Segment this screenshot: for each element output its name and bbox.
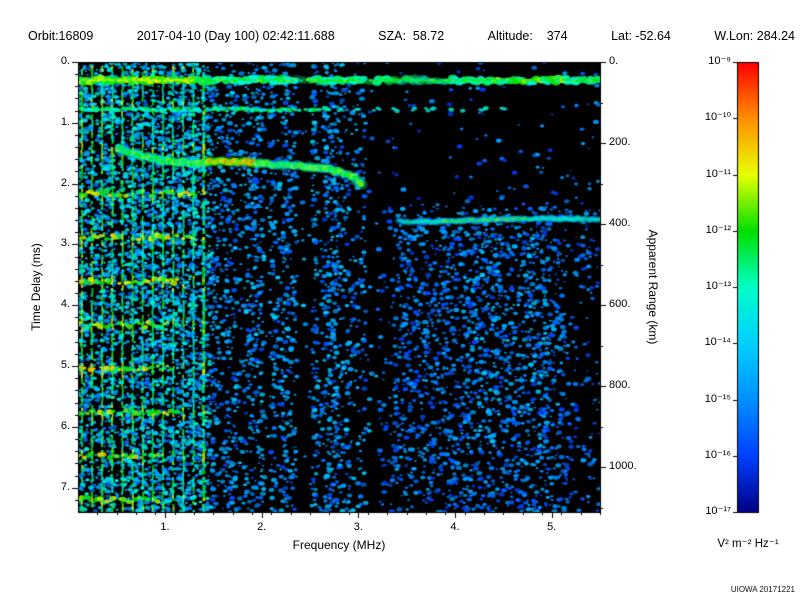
right-tick-label: 600. (609, 298, 631, 311)
right-tick-label: 800. (609, 379, 631, 392)
header-field: W.Lon: 284.24 (714, 29, 795, 43)
y-tick-label: 0. (60, 55, 70, 67)
colorbar-tick-label: 10⁻¹² (705, 223, 731, 236)
y-axis-title-left: Time Delay (ms) (29, 243, 43, 331)
colorbar-tick-label: 10⁻¹⁴ (704, 336, 731, 349)
right-tick-label: 400. (609, 217, 631, 230)
x-tick-label: 1. (160, 521, 170, 533)
header-field: Orbit:16809 (28, 29, 94, 43)
colorbar-tick-label: 10⁻¹⁶ (704, 448, 731, 461)
x-tick-label: 3. (353, 521, 363, 533)
colorbar-tick-label: 10⁻⁹ (708, 55, 731, 67)
colorbar-tick-label: 10⁻¹⁷ (705, 505, 731, 517)
header-field: Altitude: 374 (487, 29, 568, 43)
x-axis-title: Frequency (MHz) (292, 538, 386, 552)
y-tick-label: 6. (60, 419, 70, 432)
colorbar-tick-label: 10⁻¹¹ (705, 167, 731, 180)
header-status-line: Orbit:16809 2017-04-10 (Day 100) 02:42:11… (28, 29, 795, 43)
colorbar-tick-label: 10⁻¹⁵ (704, 392, 731, 405)
header-field: 2017-04-10 (Day 100) 02:42:11.688 (136, 29, 335, 43)
y-tick-label: 4. (60, 298, 70, 311)
y-tick-label: 5. (60, 359, 70, 372)
y-tick-label: 7. (60, 480, 70, 493)
right-tick-label: 1000. (609, 460, 637, 473)
credit-text: UIOWA 20171221 (730, 585, 795, 594)
x-tick-label: 2. (257, 521, 267, 533)
y-tick-label: 3. (60, 237, 70, 250)
colorbar-tick-label: 10⁻¹⁰ (704, 111, 731, 124)
right-tick-label: 0. (609, 55, 619, 67)
x-tick-label: 5. (547, 521, 557, 533)
colorbar-units-label: V² m⁻² Hz⁻¹ (717, 538, 779, 550)
colorbar-tick-label: 10⁻¹³ (705, 280, 731, 292)
y-tick-label: 1. (60, 115, 70, 128)
header-field: SZA: 58.72 (378, 29, 445, 43)
x-tick-label: 4. (450, 521, 460, 533)
y-tick-label: 2. (60, 176, 70, 189)
right-tick-label: 200. (609, 136, 631, 149)
header-field: Lat: -52.64 (611, 29, 671, 43)
y-axis-title-right: Apparent Range (km) (646, 229, 660, 345)
